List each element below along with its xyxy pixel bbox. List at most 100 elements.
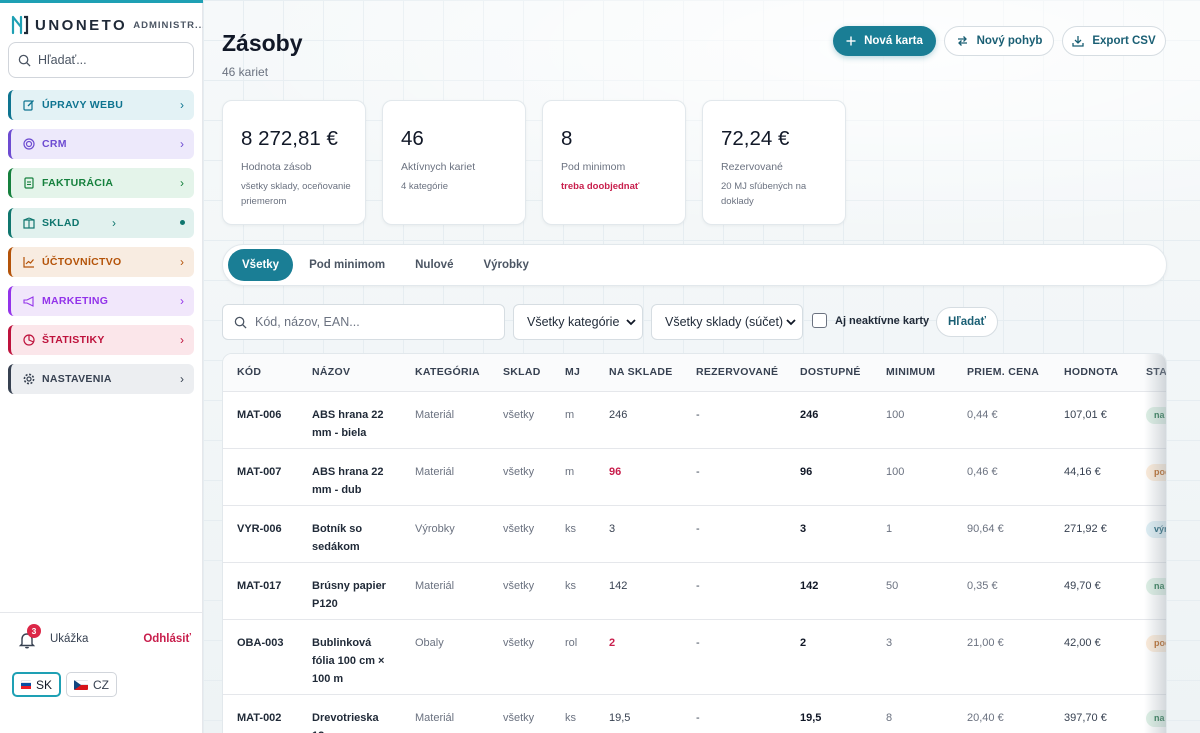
- item-minimum: 8: [872, 694, 953, 733]
- sidebar-item-accounting[interactable]: ÚČTOVNÍCTVO ›: [8, 246, 194, 277]
- category-select-value: Všetky kategórie: [527, 315, 620, 329]
- item-avg-price: 90,64 €: [953, 505, 1050, 563]
- tab-zero[interactable]: Nulové: [415, 259, 454, 271]
- inactive-cards-toggle[interactable]: Aj neaktívne karty: [812, 313, 929, 328]
- item-stock: 3: [595, 505, 682, 563]
- item-unit: rol: [551, 619, 595, 695]
- item-stock: 19,5: [595, 694, 682, 733]
- item-reserved: -: [682, 694, 786, 733]
- sidebar-item-marketing[interactable]: MARKETING ›: [8, 285, 194, 316]
- stat-card-reserved: 72,24 € Rezervované 20 MJ sľúbených na d…: [702, 100, 846, 225]
- stat-note: 4 kategórie: [401, 181, 449, 192]
- tab-all[interactable]: Všetky: [228, 249, 294, 281]
- invoice-icon: [22, 177, 35, 190]
- item-reserved: -: [682, 448, 786, 506]
- item-available: 2: [786, 619, 872, 695]
- logout-link[interactable]: Odhlásiť: [143, 633, 191, 645]
- sidebar-search-input[interactable]: [38, 53, 188, 67]
- sidebar-item-crm[interactable]: CRM ›: [8, 129, 194, 160]
- new-card-button[interactable]: Nová karta: [833, 26, 936, 56]
- item-stock: 246: [595, 391, 682, 449]
- sidebar-footer: 3 Ukážka Odhlásiť SK CZ: [0, 612, 203, 733]
- column-header[interactable]: HODNOTA: [1050, 354, 1132, 392]
- sidebar-item-statistics[interactable]: ŠTATISTIKY ›: [8, 325, 194, 356]
- column-header[interactable]: KATEGÓRIA: [401, 354, 489, 392]
- item-stock: 2: [595, 619, 682, 695]
- sidebar-item-label: FAKTURÁCIA: [42, 177, 114, 190]
- column-header[interactable]: STAV: [1132, 354, 1166, 392]
- chevron-right-icon: ›: [180, 293, 184, 308]
- column-header[interactable]: PRIEM. CENA: [953, 354, 1050, 392]
- brand-logo[interactable]: UNONETO ADMINISTR...: [10, 14, 206, 36]
- status-badge: na: [1146, 709, 1166, 727]
- column-header[interactable]: DOSTUPNÉ: [786, 354, 872, 392]
- export-csv-button[interactable]: Export CSV: [1062, 26, 1166, 56]
- item-warehouse: všetky: [489, 391, 551, 449]
- column-header[interactable]: REZERVOVANÉ: [682, 354, 786, 392]
- sidebar-nav: ÚPRAVY WEBU › CRM › FAKTURÁCIA › SKLAD ›: [8, 90, 194, 404]
- sidebar: UNONETO ADMINISTR... ÚPRAVY WEBU › CRM ›: [0, 0, 206, 733]
- sidebar-item-invoicing[interactable]: FAKTURÁCIA ›: [8, 168, 194, 199]
- stat-card-below-minimum: 8 Pod minimom treba doobjednať: [542, 100, 686, 225]
- item-avg-price: 0,35 €: [953, 562, 1050, 620]
- sidebar-search: [8, 42, 194, 78]
- warehouse-select-value: Všetky sklady (súčet): [665, 315, 784, 329]
- column-header[interactable]: NÁZOV: [298, 354, 401, 392]
- stock-table-grid: KÓD NÁZOV KATEGÓRIA SKLAD MJ NA SKLADE R…: [223, 354, 1166, 733]
- inactive-cards-checkbox[interactable]: [812, 313, 827, 328]
- horizontal-scroll-fade: [1144, 354, 1166, 733]
- column-header[interactable]: NA SKLADE: [595, 354, 682, 392]
- pie-chart-icon: [22, 334, 35, 347]
- item-avg-price: 20,40 €: [953, 694, 1050, 733]
- stat-value: 46: [401, 127, 424, 150]
- status-badge: výr: [1146, 520, 1166, 538]
- tab-below-minimum[interactable]: Pod minimom: [309, 259, 386, 271]
- search-button[interactable]: Hľadať: [936, 307, 998, 337]
- language-cz-button[interactable]: CZ: [66, 672, 117, 697]
- edit-icon: [22, 99, 35, 112]
- table-row[interactable]: VYR-006 Botník so sedákom Výrobky všetky ks 3…: [223, 505, 1166, 563]
- stat-note: všetky sklady, oceňovanie priemerom: [241, 181, 351, 207]
- sidebar-item-settings[interactable]: NASTAVENIA ›: [8, 364, 194, 395]
- active-indicator: [180, 220, 185, 226]
- category-select[interactable]: Všetky kategórie: [513, 304, 643, 340]
- brand-name: UNONETO: [35, 16, 128, 34]
- new-movement-button[interactable]: Nový pohyb: [944, 26, 1054, 56]
- item-minimum: 100: [872, 391, 953, 449]
- item-name: Botník so sedákom: [298, 505, 401, 563]
- stat-value: 8: [561, 127, 573, 150]
- sidebar-item-label: MARKETING: [42, 294, 109, 307]
- tab-products[interactable]: Výrobky: [483, 259, 529, 271]
- item-name: Bublinková fólia 100 cm × 100 m: [298, 619, 401, 695]
- item-status: výr: [1132, 505, 1166, 563]
- column-header[interactable]: KÓD: [223, 354, 298, 392]
- item-value: 44,16 €: [1050, 448, 1132, 506]
- column-header[interactable]: MINIMUM: [872, 354, 953, 392]
- unoneto-logo-icon: [11, 15, 29, 35]
- column-header[interactable]: MJ: [551, 354, 595, 392]
- item-category: Obaly: [401, 619, 489, 695]
- item-unit: ks: [551, 694, 595, 733]
- item-status: na: [1132, 694, 1166, 733]
- language-sk-button[interactable]: SK: [12, 672, 61, 697]
- table-row[interactable]: MAT-007 ABS hrana 22 mm - dub Materiál všet…: [223, 448, 1166, 506]
- table-row[interactable]: MAT-017 Brúsny papier P120 Materiál všetky k…: [223, 562, 1166, 620]
- table-search-input[interactable]: [255, 315, 495, 329]
- search-icon: [18, 54, 31, 67]
- item-available: 19,5: [786, 694, 872, 733]
- item-unit: m: [551, 448, 595, 506]
- sidebar-item-web[interactable]: ÚPRAVY WEBU ›: [8, 90, 194, 120]
- export-csv-label: Export CSV: [1092, 35, 1156, 47]
- item-reserved: -: [682, 391, 786, 449]
- item-value: 397,70 €: [1050, 694, 1132, 733]
- stock-table: KÓD NÁZOV KATEGÓRIA SKLAD MJ NA SKLADE R…: [222, 353, 1167, 733]
- item-value: 271,92 €: [1050, 505, 1132, 563]
- warehouse-select[interactable]: Všetky sklady (súčet): [651, 304, 803, 340]
- item-stock: 142: [595, 562, 682, 620]
- sidebar-item-warehouse[interactable]: SKLAD ›: [8, 207, 194, 238]
- column-header[interactable]: SKLAD: [489, 354, 551, 392]
- table-row[interactable]: OBA-003 Bublinková fólia 100 cm × 100 m Ob…: [223, 619, 1166, 695]
- item-code: MAT-017: [223, 562, 298, 620]
- table-row[interactable]: MAT-006 ABS hrana 22 mm - biela Materiál vš…: [223, 391, 1166, 449]
